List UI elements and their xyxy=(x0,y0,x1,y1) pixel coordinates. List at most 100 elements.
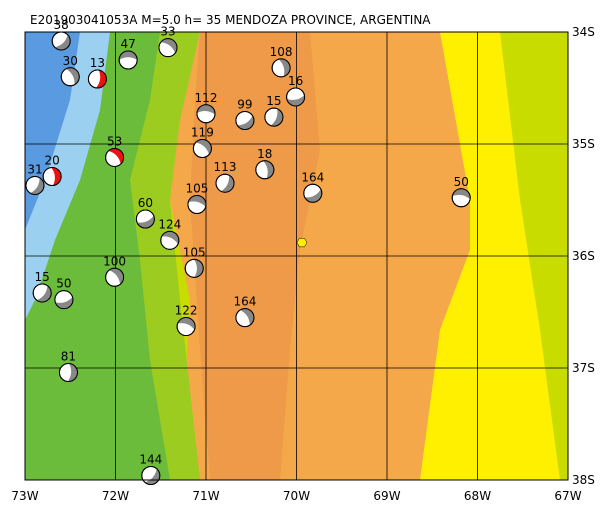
beachball-quadrant xyxy=(119,51,138,60)
beachball-outline xyxy=(87,69,107,89)
lon-tick-label: 71W xyxy=(192,489,219,503)
depth-label: 50 xyxy=(56,277,71,291)
frame xyxy=(24,31,569,481)
beachball-outline xyxy=(196,104,216,124)
beachball-outline xyxy=(255,160,275,180)
beachball-quadrant xyxy=(108,148,124,165)
beachball xyxy=(58,362,78,382)
beachball-outline xyxy=(303,183,323,203)
beachball-quadrant xyxy=(137,215,155,229)
beachball-outline xyxy=(235,308,255,328)
depth-label: 164 xyxy=(301,170,324,184)
depth-label: 144 xyxy=(139,453,162,467)
lat-tick-label: 34S xyxy=(572,25,595,39)
beachball-outline xyxy=(105,147,125,167)
beachball xyxy=(141,466,161,486)
beachball-quadrant xyxy=(263,160,274,179)
beachball-quadrant xyxy=(51,167,62,186)
depth-label: 38 xyxy=(54,18,69,32)
lat-tick-label: 36S xyxy=(572,249,595,263)
depth-label: 164 xyxy=(233,295,256,309)
beachball-quadrant xyxy=(221,175,234,193)
beachball-quadrant xyxy=(194,259,204,278)
depth-label: 15 xyxy=(35,270,50,284)
beachball-outline xyxy=(118,50,138,70)
beachball-quadrant xyxy=(95,70,107,89)
depth-label: 100 xyxy=(103,254,126,268)
lon-tick-label: 73W xyxy=(11,489,38,503)
depth-label: 105 xyxy=(183,245,206,259)
beachball xyxy=(215,173,235,193)
beachball xyxy=(451,188,471,208)
epicenter xyxy=(296,237,308,248)
lon-tick-label: 72W xyxy=(102,489,129,503)
beachball-outline xyxy=(60,67,80,87)
depth-label: 60 xyxy=(138,196,153,210)
beachball-quadrant xyxy=(66,67,80,85)
beachball xyxy=(235,308,255,328)
beachball-quadrant xyxy=(286,95,305,106)
beachball xyxy=(51,31,71,51)
beachball-quadrant xyxy=(278,58,291,77)
beachball-quadrant xyxy=(67,363,78,382)
beachball-quadrant xyxy=(54,34,71,50)
lon-tick-label: 68W xyxy=(464,489,491,503)
beachball xyxy=(160,230,180,250)
beachball-quadrant xyxy=(161,231,179,245)
beachball xyxy=(286,87,306,107)
beachball-outline xyxy=(42,166,62,186)
lat-tick-label: 35S xyxy=(572,137,595,151)
beachball-outline xyxy=(25,175,45,195)
beachball-quadrant xyxy=(195,139,212,155)
depth-label: 124 xyxy=(158,217,181,231)
beachball xyxy=(235,110,255,130)
beachball xyxy=(54,290,74,310)
beachball-quadrant xyxy=(270,108,283,127)
beachball xyxy=(105,147,125,167)
beachball-outline xyxy=(32,283,52,303)
beachball-quadrant xyxy=(160,38,177,54)
beachball-outline xyxy=(235,110,255,130)
beachball xyxy=(25,175,45,195)
beachball xyxy=(184,258,204,278)
depth-label: 30 xyxy=(63,54,78,68)
beachball-outline xyxy=(141,466,161,486)
beachball xyxy=(264,107,284,127)
depth-label: 31 xyxy=(27,162,42,176)
depth-label: 47 xyxy=(121,37,136,51)
beachball-quadrant xyxy=(144,468,160,485)
depth-label: 53 xyxy=(107,134,122,148)
beachball-quadrant xyxy=(30,177,44,195)
beachball-quadrant xyxy=(452,188,471,200)
beachball xyxy=(42,166,62,186)
beachball xyxy=(196,104,216,124)
lon-tick-label: 69W xyxy=(373,489,400,503)
depth-label: 119 xyxy=(191,125,214,139)
depth-label: 105 xyxy=(185,181,208,195)
beachball xyxy=(118,50,138,70)
lat-tick-label: 38S xyxy=(572,473,595,487)
beachball xyxy=(87,69,107,89)
depth-label: 108 xyxy=(270,45,293,59)
beachball-quadrant xyxy=(177,317,196,330)
beachball xyxy=(105,267,125,287)
beachball-outline xyxy=(105,267,125,287)
beachball-outline xyxy=(54,290,74,310)
depth-label: 99 xyxy=(237,97,252,111)
beachball-outline xyxy=(58,362,78,382)
beachball xyxy=(60,67,80,87)
beachball xyxy=(176,317,196,337)
depth-label: 112 xyxy=(195,91,218,105)
depth-label: 15 xyxy=(266,94,281,108)
beachball-quadrant xyxy=(237,115,254,130)
beachball-outline xyxy=(271,58,291,78)
beachball-outline xyxy=(264,107,284,127)
beachball-outline xyxy=(215,173,235,193)
lat-tick-label: 37S xyxy=(572,361,595,375)
beachball xyxy=(135,209,155,229)
beachball-quadrant xyxy=(55,297,73,309)
lon-tick-label: 67W xyxy=(554,489,581,503)
depth-label: 113 xyxy=(214,160,237,174)
